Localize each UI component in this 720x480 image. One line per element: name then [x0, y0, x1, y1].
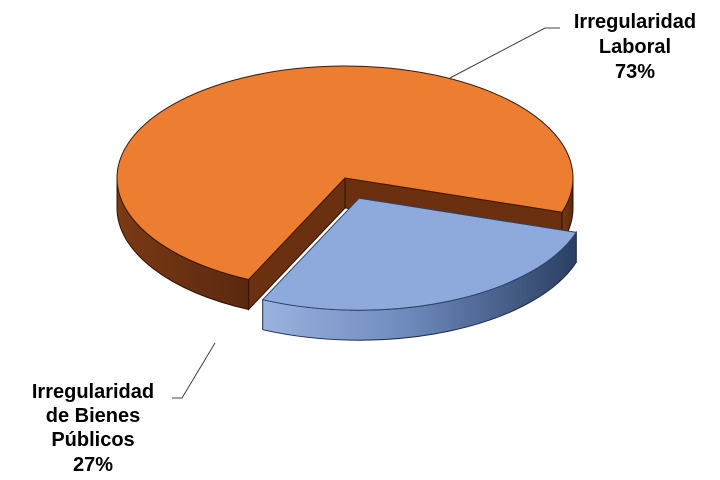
- slice-label-bienes-line2: de Bienes: [46, 405, 140, 427]
- slice-label-laboral-line2: Laboral: [599, 36, 671, 58]
- slice-value-laboral: 73%: [615, 61, 655, 83]
- slice-value-bienes: 27%: [73, 454, 113, 476]
- slice-top-laboral: [116, 65, 574, 281]
- leader-line-bienes: [172, 342, 216, 399]
- slice-label-bienes-line1: Irregularidad: [32, 381, 154, 403]
- slice-label-laboral-line1: Irregularidad: [574, 11, 696, 33]
- leader-line-laboral: [449, 27, 560, 79]
- slice-label-bienes-line3: Públicos: [51, 429, 134, 451]
- slice-top-bienes: [261, 197, 578, 311]
